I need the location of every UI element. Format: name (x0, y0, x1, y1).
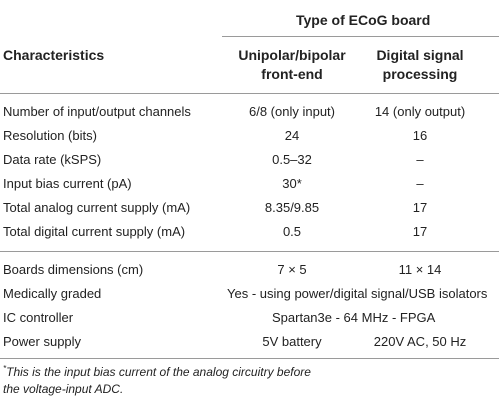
footnote-marker: * (3, 364, 7, 373)
header-bottom-rule (0, 93, 499, 94)
col-header-unipolar-line2: front-end (261, 66, 323, 82)
row-value-span: Yes - using power/digital signal/USB iso… (227, 286, 488, 301)
col-header-dsp-line2: processing (382, 66, 458, 82)
row-value-unipolar: 6/8 (only input) (249, 104, 335, 119)
row-label: Total digital current supply (mA) (3, 224, 186, 239)
row-value-unipolar: 8.35/9.85 (264, 200, 320, 215)
group-title: Type of ECoG board (296, 12, 431, 28)
row-label: Medically graded (3, 286, 102, 301)
row-value-dsp: 16 (412, 128, 428, 143)
footnote-line2: the voltage-input ADC. (3, 382, 124, 396)
footnote-line1: *This is the input bias current of the a… (3, 364, 311, 379)
footnote-text-1: This is the input bias current of the an… (6, 365, 311, 379)
col-header-unipolar-line1: Unipolar/bipolar (238, 47, 346, 63)
row-label: Number of input/output channels (3, 104, 191, 119)
row-label: Data rate (kSPS) (3, 152, 102, 167)
row-value-dsp: 220V AC, 50 Hz (373, 334, 467, 349)
row-value-dsp: 11 × 14 (398, 262, 442, 277)
group-title-rule (222, 36, 499, 37)
row-label: IC controller (3, 310, 74, 325)
row-label: Power supply (3, 334, 82, 349)
row-value-dsp: 17 (412, 200, 428, 215)
table-bottom-rule (0, 358, 499, 359)
row-value-dsp: 17 (412, 224, 428, 239)
row-value-unipolar: 0.5 (282, 224, 302, 239)
row-value-unipolar: 5V battery (262, 334, 322, 349)
row-value-unipolar: 7 × 5 (277, 262, 307, 277)
row-value-unipolar: 30* (282, 176, 302, 191)
row-value-unipolar: 0.5–32 (272, 152, 312, 167)
row-value-dsp: – (416, 176, 424, 191)
col-header-characteristics: Characteristics (3, 47, 105, 63)
row-value-span: Spartan3e - 64 MHz - FPGA (272, 310, 436, 325)
row-value-unipolar: 24 (284, 128, 300, 143)
row-value-dsp: – (416, 152, 424, 167)
row-label: Boards dimensions (cm) (3, 262, 144, 277)
row-label: Resolution (bits) (3, 128, 97, 143)
row-value-dsp: 14 (only output) (374, 104, 466, 119)
section-divider-rule (0, 251, 499, 252)
row-label: Input bias current (pA) (3, 176, 132, 191)
col-header-dsp-line1: Digital signal (376, 47, 464, 63)
row-label: Total analog current supply (mA) (3, 200, 191, 215)
